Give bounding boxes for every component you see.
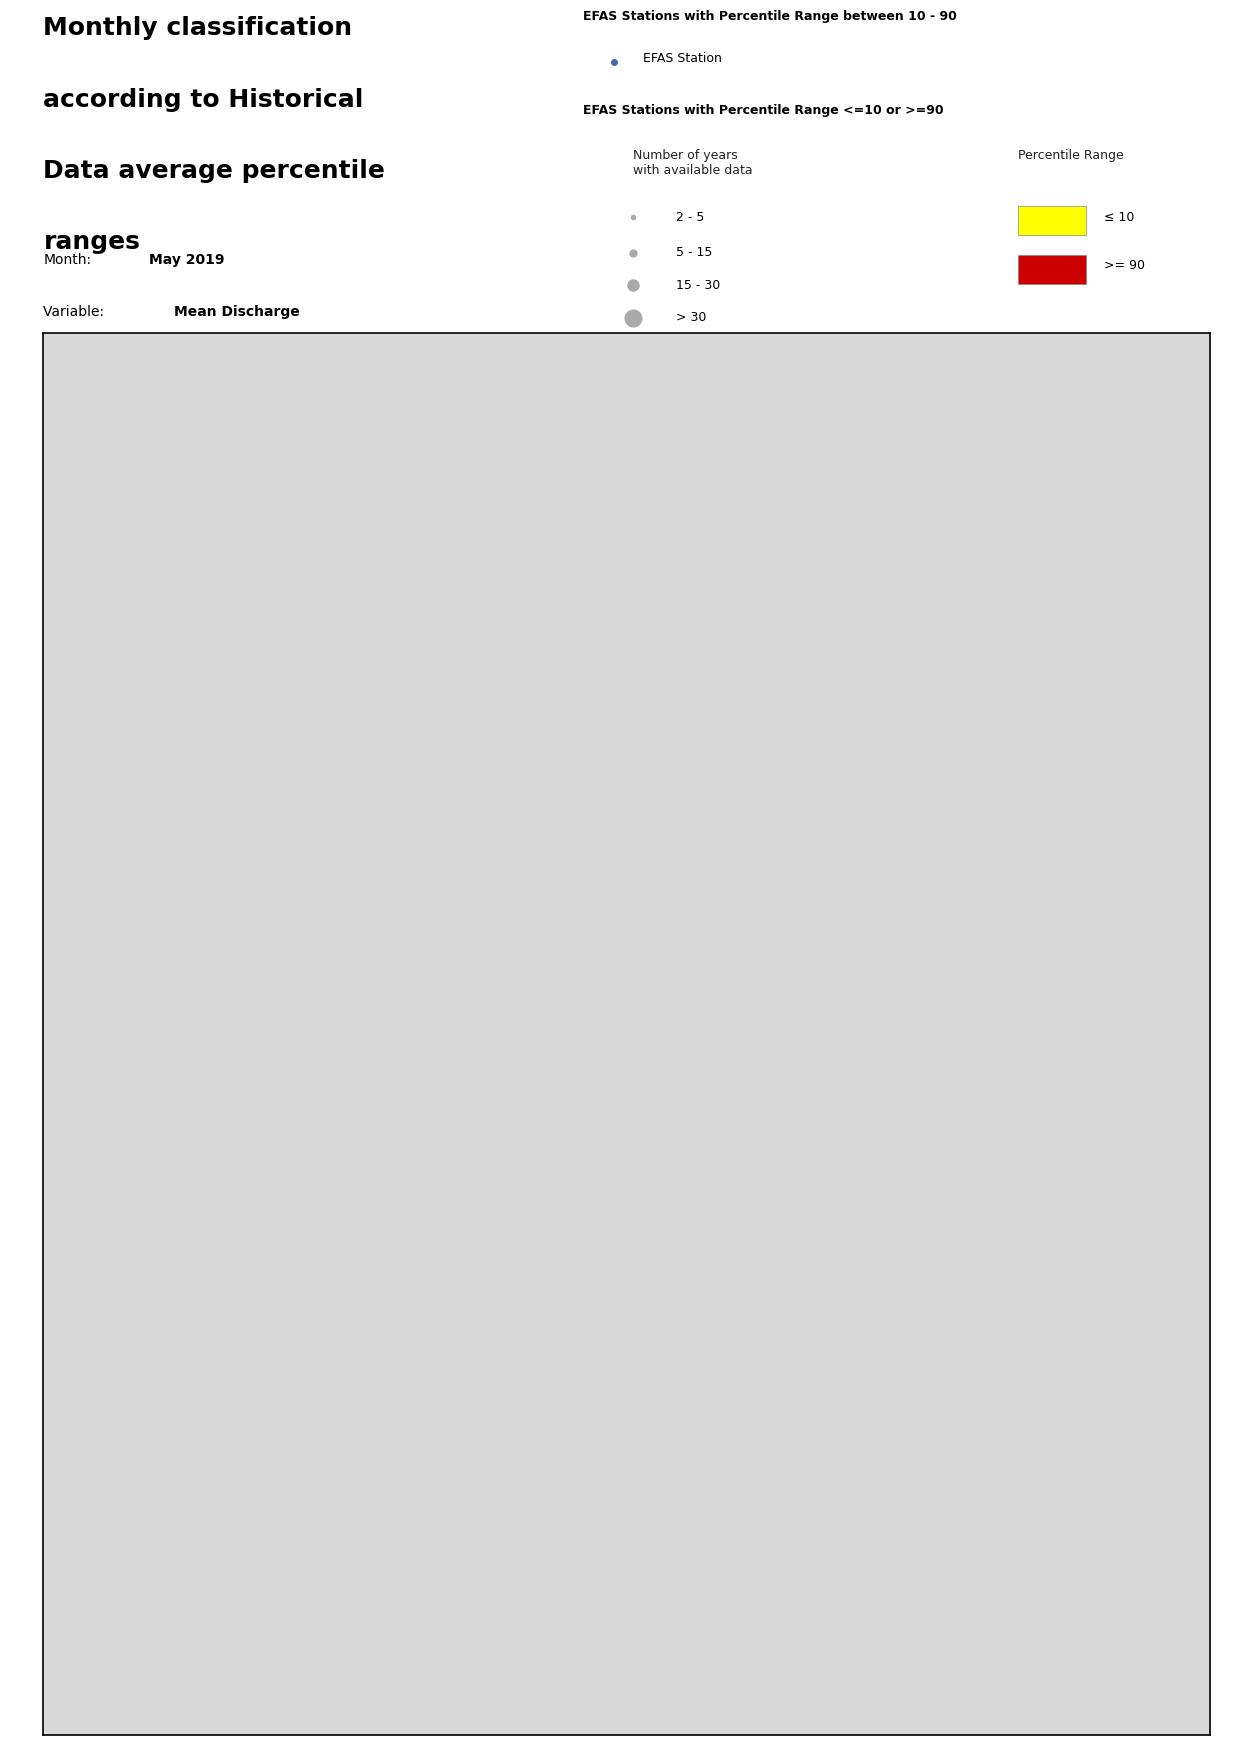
Text: Percentile Range: Percentile Range	[1018, 149, 1123, 163]
Text: according to Historical: according to Historical	[43, 88, 364, 112]
Text: ≤ 10: ≤ 10	[1104, 210, 1134, 224]
Bar	[1018, 205, 1086, 235]
Text: Variable:: Variable:	[43, 305, 113, 319]
Text: 15 - 30: 15 - 30	[676, 279, 721, 293]
Text: Mean Discharge: Mean Discharge	[174, 305, 299, 319]
Bar	[1018, 254, 1086, 284]
Text: Number of years
with available data: Number of years with available data	[633, 149, 752, 177]
Text: EFAS Stations with Percentile Range between 10 - 90: EFAS Stations with Percentile Range betw…	[583, 11, 957, 23]
Text: ranges: ranges	[43, 230, 140, 254]
Text: EFAS Stations with Percentile Range <=10 or >=90: EFAS Stations with Percentile Range <=10…	[583, 103, 944, 117]
Text: 5 - 15: 5 - 15	[676, 247, 712, 259]
Text: >= 90: >= 90	[1104, 259, 1145, 272]
Text: Month:: Month:	[43, 252, 92, 266]
Text: Monthly classification: Monthly classification	[43, 16, 352, 40]
Text: May 2019: May 2019	[149, 252, 225, 266]
Text: 2 - 5: 2 - 5	[676, 210, 705, 224]
Text: EFAS Station: EFAS Station	[643, 53, 722, 65]
Text: > 30: > 30	[676, 312, 706, 324]
Text: Data average percentile: Data average percentile	[43, 160, 385, 182]
